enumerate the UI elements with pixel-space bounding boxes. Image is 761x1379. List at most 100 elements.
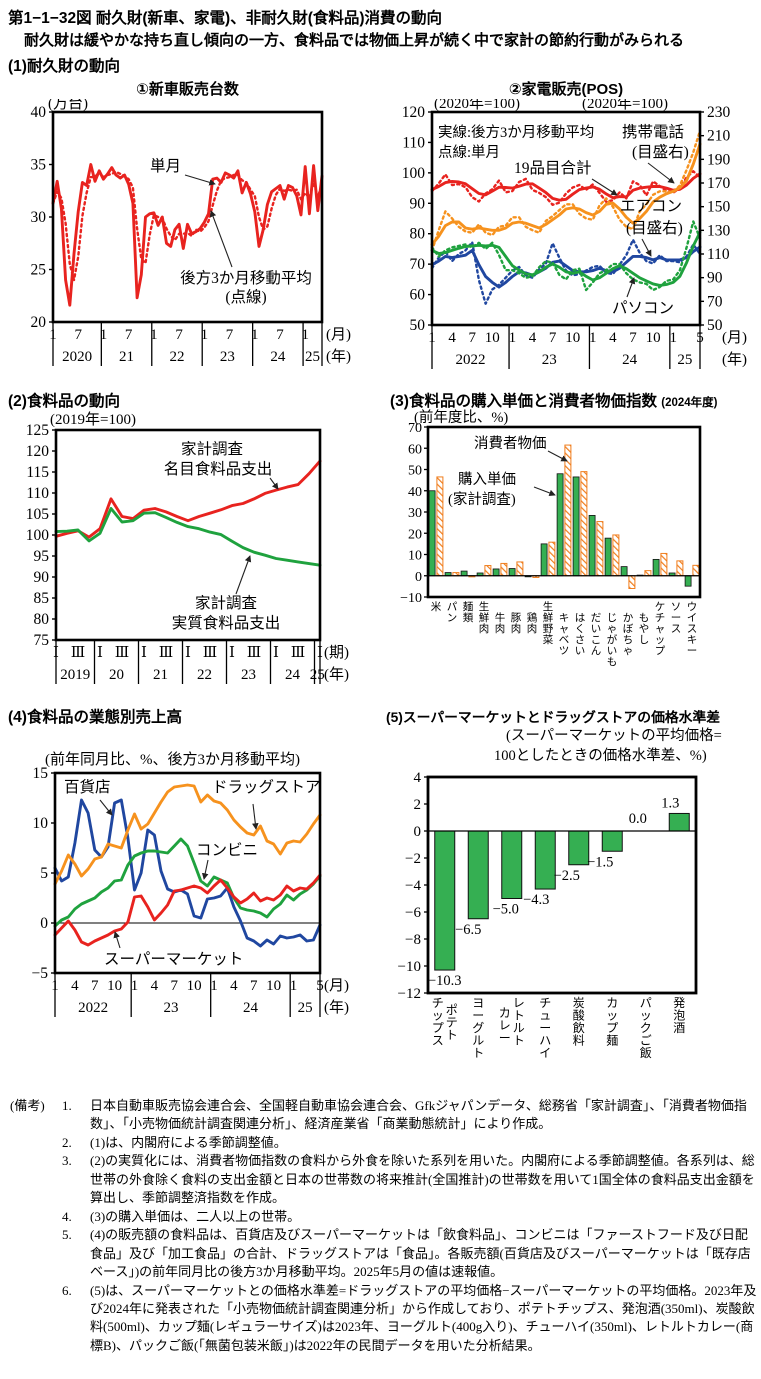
category-label-char: 麺 <box>463 600 474 613</box>
year-label: 2020 <box>62 349 92 365</box>
category-label-char: ン <box>447 613 458 624</box>
price-gap-bars-chart: (スーパーマーケットの平均価格= 100としたときの価格水準差、%) 4 2 0 −2 −4… <box>398 727 722 1060</box>
annotation-monthly: 単月 <box>150 157 181 175</box>
annotation-nom2: 名目食料品支出 <box>164 460 273 478</box>
bar-カップ麺 <box>601 830 623 852</box>
axis-unit-note: (前年度比、%) <box>414 409 508 426</box>
category-label-char: 牛 <box>495 611 506 624</box>
category-label-char: も <box>607 656 618 668</box>
y-tick-label: 0 <box>414 824 422 840</box>
bar-unit-price-米 <box>428 490 436 577</box>
series-スーパーマーケット <box>53 873 322 947</box>
category-label-char: 生 <box>543 600 554 613</box>
category-label-char: ゃ <box>607 624 618 635</box>
panel-new-car-sales: ①新車販売台数 (万台)4035302520171717171712020212… <box>20 78 380 400</box>
category-label-char: ち <box>623 634 634 646</box>
x-tick-label: 1 <box>100 327 108 343</box>
section-1-heading: (1)耐久財の動向 <box>8 58 120 75</box>
note-text: (4)の販売額の食料品は、百貨店及びスーパーマーケットは「飲食料品」、コンビニは… <box>90 1227 751 1280</box>
category-label-char: 鮮 <box>543 611 554 624</box>
x-tick-label: Ⅰ <box>229 645 235 661</box>
year-label: 2022 <box>456 352 486 368</box>
bar-value-label: −1.5 <box>587 854 613 870</box>
panel-food-spending: (2019年=100)125 120 115 110 105 100 95 90 85 80 75 Ⅰ… <box>20 408 388 707</box>
y-tick-label: 50 <box>408 464 422 479</box>
bar-value-label: −10.3 <box>428 973 462 989</box>
year-label: 21 <box>153 667 168 683</box>
y2-tick-label: 170 <box>707 175 731 192</box>
category-label-char: ッ <box>655 635 666 646</box>
annotation-phone2: (目盛右) <box>632 143 689 161</box>
category-label-char: だ <box>591 612 602 624</box>
y-tick-label: −10 <box>398 959 421 975</box>
x-tick-label: 1 <box>150 327 158 343</box>
panel-food-sales-by-format: (前年同月比、%、後方3か月移動平均)151050−51471014710147… <box>20 700 382 1031</box>
category-label-char: 酒 <box>673 1021 685 1035</box>
category-label-char: ス <box>687 624 698 635</box>
note-text: 日本自動車販売協会連合会、全国軽自動車協会連合会、Gfkジャパンデータ、総務省「… <box>90 1098 747 1132</box>
annotation-real2: 実質食料品支出 <box>172 614 281 632</box>
bar-cpi-牛肉 <box>500 562 508 577</box>
category-label-char: ハ <box>539 1034 551 1048</box>
bar-発泡酒 <box>668 812 690 832</box>
y-tick-label: 0 <box>40 915 48 932</box>
series-19品目合計・単月 <box>430 170 702 207</box>
category-label-char: 発 <box>673 996 685 1010</box>
bar-cpi-かぼちゃ <box>628 575 636 589</box>
bar-unit-price-牛肉 <box>492 568 500 577</box>
bar-cpi-キャベツ <box>564 444 572 577</box>
year-label: 25 <box>305 349 320 365</box>
bar-unit-price-ウイスキー <box>684 575 692 587</box>
x-tick-label: 4 <box>230 978 238 994</box>
y-tick-label: 110 <box>402 134 425 151</box>
annotation-super: スーパーマーケット <box>104 950 243 968</box>
annotation-unit1: 購入単価 <box>458 471 516 488</box>
category-label-char: 炭 <box>573 996 585 1010</box>
annotation-dept: 百貨店 <box>64 778 111 796</box>
x-tick-label: 1 <box>509 330 517 346</box>
bar-ヨーグルト <box>467 830 489 920</box>
note-item: 5. (4)の販売額の食料品は、百貨店及びスーパーマーケットは「飲食料品」、コンビ… <box>10 1226 758 1281</box>
y-tick-label: 25 <box>31 262 47 279</box>
x-tick-label: 7 <box>629 330 637 346</box>
category-label-char: 生 <box>479 600 490 613</box>
section-3-fiscal-year: (2024年度) <box>661 397 718 409</box>
y-tick-label: 80 <box>410 226 426 243</box>
y2-tick-label: 230 <box>707 104 731 121</box>
bar-cpi-豚肉 <box>516 561 524 577</box>
category-label-char: ッ <box>606 1009 618 1023</box>
bar-ポテトチップス <box>434 830 456 971</box>
category-label-char: 菜 <box>543 634 554 646</box>
category-label-char: ウ <box>687 601 698 613</box>
x-tick-label: 4 <box>151 978 159 994</box>
bar-チューハイ <box>534 830 556 890</box>
annotation-dot_note: 点線:単月 <box>438 144 500 161</box>
category-label-char: プ <box>432 1021 444 1035</box>
category-label-char: も <box>639 612 650 624</box>
figure-title: 第1−1−32図 耐久財(新車、家電)、非耐久財(食料品)消費の動向 <box>8 10 443 27</box>
category-label-char: イ <box>687 613 698 624</box>
category-label-char: さ <box>575 634 586 646</box>
notes-block: (備考) 1. 日本自動車販売協会連合会、全国軽自動車協会連合会、Gfkジャパンデー… <box>10 1097 758 1355</box>
x-tick-label: 10 <box>646 330 661 346</box>
annotation-arrow <box>547 450 568 462</box>
series-百貨店 <box>53 798 322 948</box>
x-tick-label: 1 <box>290 978 298 994</box>
note-number: 3. <box>62 1153 72 1169</box>
bar-炭酸飲料 <box>568 830 590 866</box>
bar-unit-price-生鮮野菜 <box>540 543 548 577</box>
annotation-arrow <box>269 477 279 490</box>
y2-tick-label: 150 <box>707 199 731 216</box>
bar-unit-price-はくさい <box>572 476 580 577</box>
x-tick-label: 7 <box>276 327 284 343</box>
category-label-char: チ <box>655 612 666 624</box>
y-tick-label: 90 <box>34 569 50 586</box>
y-tick-label: 105 <box>26 506 50 523</box>
category-label-char: く <box>575 623 586 635</box>
category-label-char: 鶏 <box>527 611 538 624</box>
annotation-arrow <box>626 277 636 298</box>
x-tick-label: Ⅰ <box>97 645 103 661</box>
category-label-char: ッ <box>640 1009 652 1023</box>
y-tick-label: 30 <box>408 506 422 521</box>
